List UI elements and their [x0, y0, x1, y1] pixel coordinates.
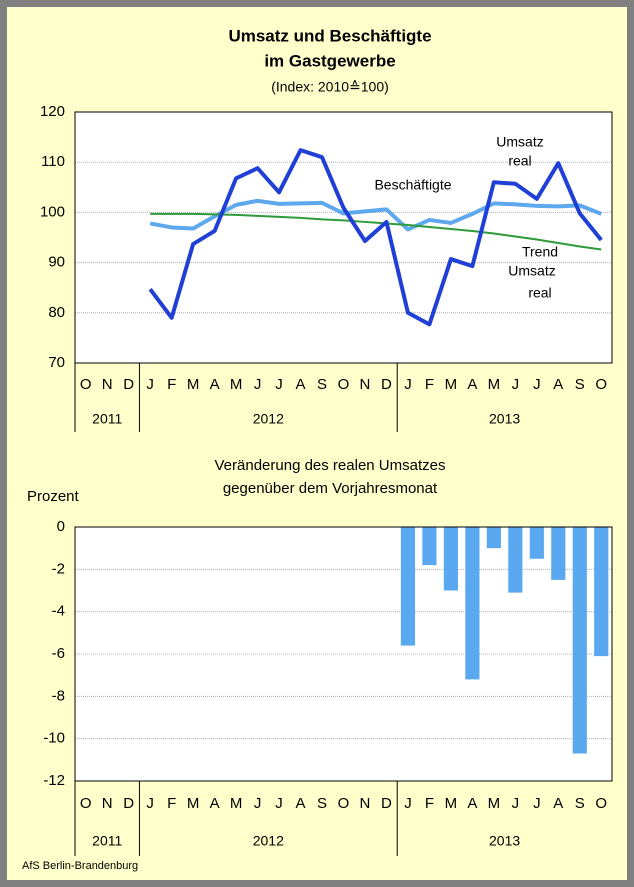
annotation: Umsatz: [496, 134, 543, 150]
y-tick-label: 0: [57, 518, 65, 535]
bar: [529, 527, 544, 559]
x-tick-label: D: [123, 376, 134, 393]
bar: [422, 527, 437, 566]
x-tick-label: D: [123, 795, 134, 812]
bar: [551, 527, 566, 580]
x-tick-label: M: [230, 376, 243, 393]
y-axis-label: Prozent: [27, 488, 80, 505]
x-tick-label: M: [187, 795, 200, 812]
bar: [443, 527, 458, 591]
line-series: [149, 198, 602, 232]
x-tick-label: M: [488, 795, 501, 812]
x-tick-label: N: [102, 376, 113, 393]
x-tick-label: F: [425, 376, 434, 393]
x-tick-label: A: [296, 376, 306, 393]
x-tick-label: N: [102, 795, 113, 812]
x-tick-label: O: [595, 795, 607, 812]
x-tick-label: J: [512, 795, 520, 812]
x-tick-label: A: [467, 376, 477, 393]
x-tick-label: O: [80, 795, 92, 812]
x-tick-label: J: [533, 376, 541, 393]
y-tick-label: 80: [48, 304, 65, 321]
x-tick-label: F: [167, 376, 176, 393]
bar: [508, 527, 523, 593]
x-tick-label: J: [254, 376, 262, 393]
x-tick-label: F: [167, 795, 176, 812]
bar: [486, 527, 501, 549]
x-tick-label: N: [360, 376, 371, 393]
y-tick-label: 90: [48, 254, 65, 271]
x-group-label: 2011: [92, 411, 122, 427]
x-tick-label: J: [146, 795, 154, 812]
y-tick-label: 110: [41, 153, 65, 170]
x-tick-label: J: [404, 376, 412, 393]
x-tick-label: D: [381, 376, 392, 393]
annotation: Trend: [522, 244, 558, 260]
x-tick-label: A: [467, 795, 477, 812]
chart-title: gegenüber dem Vorjahresmonat: [223, 480, 438, 497]
y-tick-label: -4: [52, 603, 65, 620]
x-tick-label: J: [254, 795, 262, 812]
x-tick-label: J: [275, 795, 283, 812]
y-tick-label: 100: [40, 203, 65, 220]
x-tick-label: N: [360, 795, 371, 812]
bar: [465, 527, 480, 680]
x-tick-label: J: [533, 795, 541, 812]
chart-subtitle: (Index: 2010≙100): [271, 79, 389, 95]
x-tick-label: D: [381, 795, 392, 812]
chart-title: Veränderung des realen Umsatzes: [215, 457, 446, 474]
y-tick-label: 120: [40, 103, 65, 120]
x-tick-label: M: [445, 795, 458, 812]
x-tick-label: M: [230, 795, 243, 812]
y-tick-label: -2: [52, 560, 65, 577]
bar: [400, 527, 416, 646]
x-tick-label: M: [488, 376, 501, 393]
x-tick-label: O: [338, 795, 350, 812]
annotation: real: [508, 153, 531, 169]
x-tick-label: S: [317, 795, 327, 812]
x-tick-label: A: [553, 795, 563, 812]
y-tick-label: -10: [43, 730, 65, 747]
x-tick-label: O: [595, 376, 607, 393]
y-tick-label: 70: [48, 354, 65, 371]
x-tick-label: J: [146, 376, 154, 393]
annotation: Beschäftigte: [374, 177, 451, 193]
x-tick-label: J: [512, 376, 520, 393]
line-series: [148, 148, 603, 327]
x-tick-label: F: [425, 795, 434, 812]
x-tick-label: A: [210, 376, 220, 393]
x-tick-label: J: [404, 795, 412, 812]
x-group-label: 2011: [92, 833, 122, 849]
x-tick-label: O: [80, 376, 92, 393]
x-tick-label: O: [338, 376, 350, 393]
x-tick-label: A: [210, 795, 220, 812]
x-tick-label: S: [575, 795, 585, 812]
x-group-label: 2012: [253, 411, 284, 427]
x-tick-label: A: [553, 376, 563, 393]
y-tick-label: -8: [52, 687, 65, 704]
chart-title: Umsatz und Beschäftigte: [228, 26, 431, 45]
chart-title: im Gastgewerbe: [264, 51, 395, 70]
bar: [572, 527, 587, 754]
x-group-label: 2013: [489, 411, 520, 427]
annotation: Umsatz: [508, 263, 555, 279]
x-tick-label: S: [575, 376, 585, 393]
plot-frame: [74, 111, 613, 364]
x-tick-label: M: [187, 376, 200, 393]
footer: AfS Berlin-Brandenburg: [22, 860, 138, 872]
x-tick-label: M: [445, 376, 458, 393]
x-tick-label: S: [317, 376, 327, 393]
x-group-label: 2013: [489, 833, 520, 849]
y-tick-label: -12: [43, 772, 65, 789]
x-group-label: 2012: [253, 833, 284, 849]
x-tick-label: A: [296, 795, 306, 812]
x-tick-label: J: [275, 376, 283, 393]
annotation: real: [528, 285, 551, 301]
y-tick-label: -6: [52, 645, 65, 662]
line-series: [150, 212, 602, 251]
bar: [594, 527, 609, 657]
